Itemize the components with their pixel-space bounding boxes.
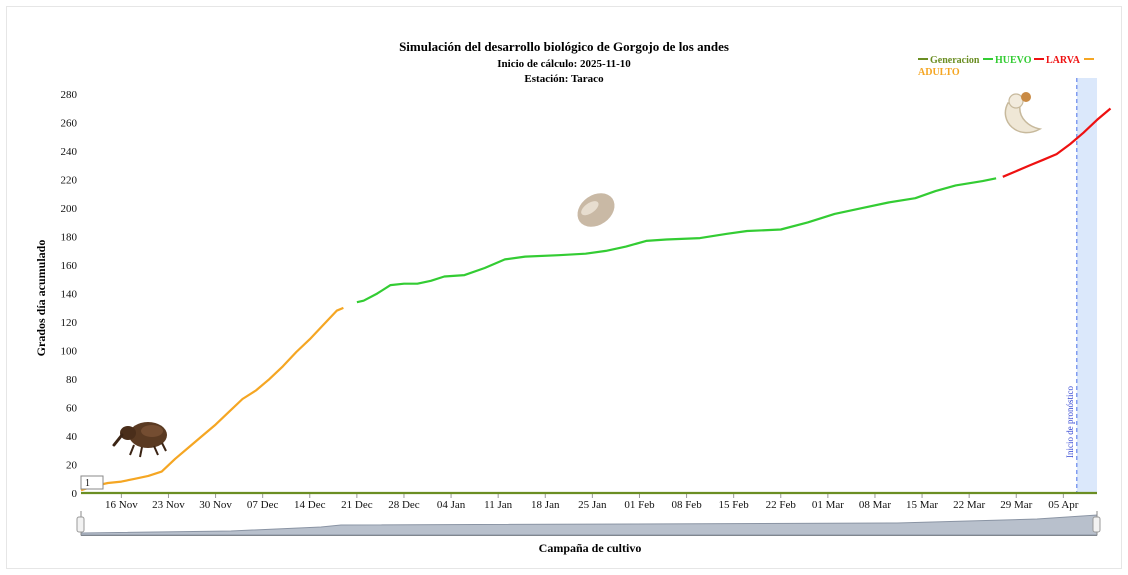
x-tick-label: 23 Nov (152, 499, 185, 511)
larva-head (1021, 92, 1031, 102)
stage-illustrations (112, 92, 1043, 458)
x-tick-label: 22 Feb (766, 499, 797, 511)
y-tick-label: 200 (61, 203, 78, 215)
x-tick-label: 15 Mar (906, 499, 938, 511)
navigator-start-label: 1 (85, 478, 90, 489)
series-layer (80, 107, 1112, 495)
weevil-icon (112, 422, 167, 458)
x-tick-label: 04 Jan (437, 499, 466, 511)
x-axis-ticks: 16 Nov 23 Nov 30 Nov 07 Dec 14 Dec 21 Dec 28 D… (81, 493, 1097, 511)
y-tick-label: 40 (66, 431, 78, 443)
x-tick-label: 11 Jan (484, 499, 513, 511)
chart-subtitle-station: Estación: Taraco (524, 73, 604, 85)
legend-label-larva[interactable]: LARVA (1046, 55, 1081, 66)
series-line-larva (1002, 107, 1112, 178)
y-tick-label: 140 (61, 289, 78, 301)
navigator-series-area (80, 514, 1098, 536)
egg-icon (577, 193, 615, 227)
chart-title: Simulación del desarrollo biológico de G… (399, 39, 729, 54)
x-tick-label: 01 Feb (624, 499, 655, 511)
weevil-head (120, 426, 136, 440)
y-tick-label: 260 (61, 118, 78, 130)
x-tick-label: 21 Dec (341, 499, 373, 511)
x-tick-label: 30 Nov (199, 499, 232, 511)
chart-frame (6, 6, 1122, 569)
legend-label-generacion[interactable]: Generacion (930, 55, 980, 66)
y-tick-label: 280 (61, 89, 78, 101)
legend-label-huevo[interactable]: HUEVO (995, 55, 1032, 66)
x-tick-label: 15 Feb (719, 499, 750, 511)
y-axis-title: Grados día acumulado (34, 240, 48, 357)
series-line-adulto (80, 306, 344, 492)
y-tick-label: 80 (66, 374, 78, 386)
x-tick-label: 25 Jan (578, 499, 607, 511)
navigator-tooltip-box (80, 475, 104, 490)
y-axis-ticks: 0 20 40 60 80 100 120 140 160 180 200 220 240 260 280 (61, 89, 78, 500)
y-tick-label: 120 (61, 317, 78, 329)
navigator-handle-right[interactable] (1092, 516, 1101, 533)
weevil-snout (112, 433, 124, 447)
x-tick-label: 08 Mar (859, 499, 891, 511)
weevil-legs (129, 442, 167, 458)
x-tick-label: 08 Feb (671, 499, 702, 511)
x-tick-label: 22 Mar (953, 499, 985, 511)
egg-highlight (581, 201, 599, 216)
chart-subtitle-start-date: Inicio de cálculo: 2025-11-10 (497, 58, 631, 70)
x-tick-label: 28 Dec (388, 499, 420, 511)
range-navigator[interactable]: 1 (76, 475, 1101, 536)
y-tick-label: 220 (61, 175, 78, 187)
y-tick-label: 100 (61, 346, 78, 358)
forecast-area (1076, 78, 1097, 493)
y-tick-label: 0 (72, 488, 78, 500)
forecast-band: Inicio de pronóstico (1065, 78, 1097, 493)
x-tick-label: 05 Apr (1048, 499, 1079, 511)
x-tick-label: 16 Nov (105, 499, 138, 511)
x-tick-label: 14 Dec (294, 499, 326, 511)
y-tick-label: 160 (61, 260, 78, 272)
larva-body (1004, 102, 1043, 134)
x-axis-title: Campaña de cultivo (539, 541, 642, 555)
y-tick-label: 60 (66, 403, 78, 415)
series-line-huevo (356, 177, 997, 304)
y-tick-label: 240 (61, 146, 78, 158)
egg-shell (577, 193, 615, 227)
x-tick-label: 07 Dec (247, 499, 279, 511)
x-tick-label: 29 Mar (1000, 499, 1032, 511)
larva-segment (1008, 93, 1024, 109)
x-tick-label: 01 Mar (812, 499, 844, 511)
navigator-handle-left[interactable] (76, 516, 85, 533)
larva-icon (1004, 92, 1043, 134)
legend-label-adulto[interactable]: ADULTO (918, 67, 960, 78)
y-tick-label: 20 (66, 460, 78, 472)
x-tick-label: 18 Jan (531, 499, 560, 511)
y-tick-label: 180 (61, 232, 78, 244)
legend: Generacion HUEVO LARVA ADULTO (918, 55, 1094, 78)
weevil-highlight (141, 425, 163, 437)
forecast-label: Inicio de pronóstico (1065, 386, 1075, 458)
